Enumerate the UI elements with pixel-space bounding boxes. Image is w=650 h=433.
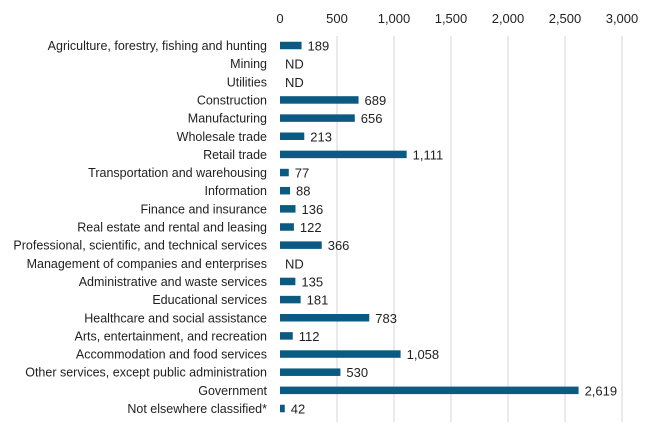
data-label: ND xyxy=(285,256,304,271)
category-label: Arts, entertainment, and recreation xyxy=(75,329,268,343)
data-label: 1,058 xyxy=(407,347,440,362)
category-label: Construction xyxy=(197,93,267,107)
x-tick-label: 0 xyxy=(276,11,283,26)
bar xyxy=(280,205,296,213)
bar xyxy=(280,386,579,395)
category-label: Retail trade xyxy=(203,148,267,162)
bar xyxy=(280,332,293,340)
x-tick-label: 500 xyxy=(326,11,348,26)
data-label: 122 xyxy=(300,220,322,235)
x-tick-label: 2,000 xyxy=(492,11,525,26)
category-label: Administrative and waste services xyxy=(79,275,267,289)
data-label: 42 xyxy=(291,402,305,417)
category-label: Government xyxy=(198,384,267,398)
category-label: Professional, scientific, and technical … xyxy=(13,239,267,253)
bar xyxy=(280,241,322,249)
bar xyxy=(280,186,291,195)
category-label: Mining xyxy=(230,57,267,71)
bar xyxy=(280,314,370,322)
category-label: Management of companies and enterprises xyxy=(27,257,267,271)
bar xyxy=(280,368,341,376)
bar xyxy=(280,114,355,122)
category-label: Agriculture, forestry, fishing and hunti… xyxy=(48,39,267,53)
bar xyxy=(280,277,296,286)
data-label: 136 xyxy=(302,202,324,217)
data-label: 135 xyxy=(301,274,323,289)
data-label: 689 xyxy=(365,93,387,108)
category-label: Information xyxy=(204,184,267,198)
bar xyxy=(280,404,285,413)
data-label: ND xyxy=(285,57,304,72)
bar xyxy=(280,96,359,104)
data-label: 112 xyxy=(299,329,320,344)
category-label: Wholesale trade xyxy=(177,130,267,144)
bar xyxy=(280,168,289,177)
category-label: Manufacturing xyxy=(188,112,267,126)
data-label: 189 xyxy=(308,39,330,54)
x-axis-tick-labels: 0 500 1,000 1,500 2,000 2,500 3,000 xyxy=(276,11,638,26)
bar xyxy=(280,295,301,304)
category-label: Educational services xyxy=(152,293,267,307)
category-label: Accommodation and food services xyxy=(76,348,267,362)
data-label: 2,619 xyxy=(585,383,618,398)
data-label: 656 xyxy=(361,111,383,126)
bars xyxy=(280,41,579,413)
category-labels: Agriculture, forestry, fishing and hunti… xyxy=(13,39,267,416)
bar xyxy=(280,41,302,50)
bar xyxy=(280,223,294,231)
category-label: Other services, except public administra… xyxy=(25,366,267,380)
data-label: 88 xyxy=(296,184,310,199)
category-label: Real estate and rental and leasing xyxy=(77,221,267,235)
data-label: 77 xyxy=(295,166,309,181)
data-label: 181 xyxy=(307,293,329,308)
bar xyxy=(280,132,305,140)
category-label: Utilities xyxy=(227,75,267,89)
data-label: 1,111 xyxy=(413,147,444,162)
x-tick-label: 1,000 xyxy=(378,11,411,26)
category-label: Healthcare and social assistance xyxy=(84,311,267,325)
category-label: Not elsewhere classified* xyxy=(127,402,267,416)
category-label: Transportation and warehousing xyxy=(88,166,267,180)
x-tick-label: 3,000 xyxy=(606,11,639,26)
data-label: 213 xyxy=(310,129,332,144)
data-label: 783 xyxy=(375,311,397,326)
x-tick-label: 2,500 xyxy=(549,11,582,26)
data-label: 530 xyxy=(346,365,368,380)
data-label: 366 xyxy=(328,238,350,253)
bar xyxy=(280,350,401,358)
category-label: Finance and insurance xyxy=(141,202,268,216)
bar xyxy=(280,150,407,159)
data-label: ND xyxy=(285,75,304,90)
x-tick-label: 1,500 xyxy=(435,11,468,26)
data-labels: 189 ND ND 689 656 213 1,111 77 88 136 122 366 ND 135 1… xyxy=(285,39,617,417)
